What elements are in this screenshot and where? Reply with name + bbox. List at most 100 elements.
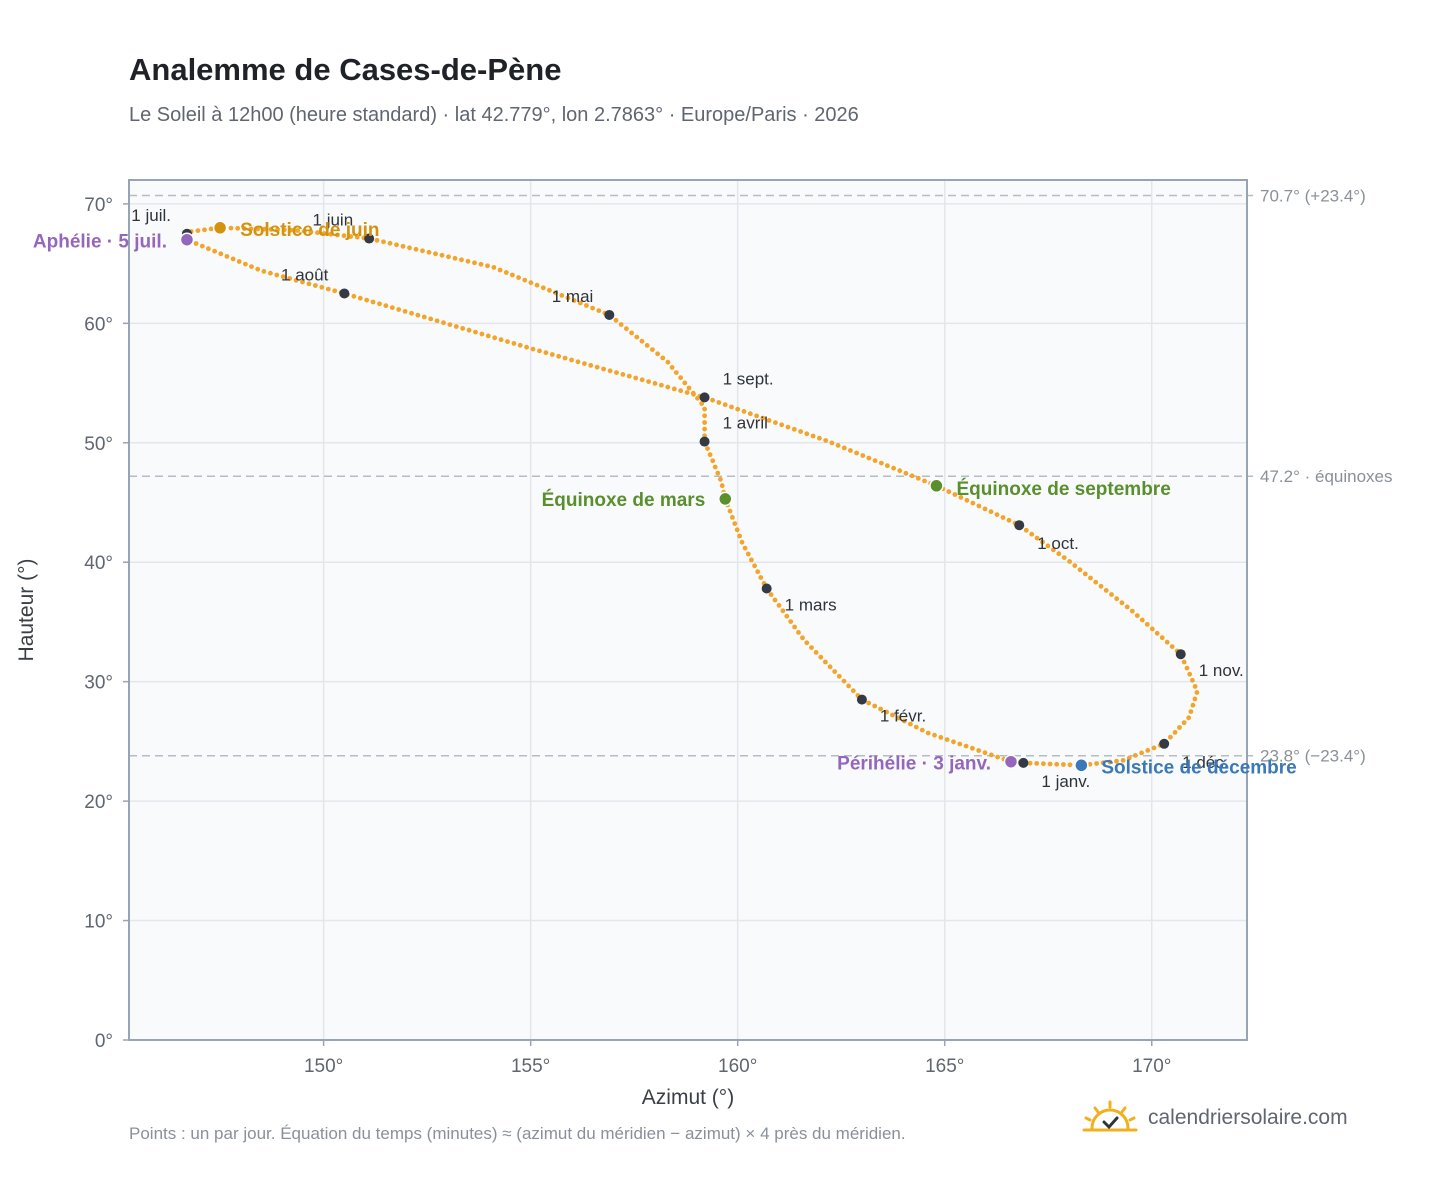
brand[interactable]: calendriersolaire.com [1082, 1100, 1348, 1136]
daily-sun-point [749, 557, 754, 563]
daily-sun-point [810, 433, 816, 439]
x-tick-label: 150° [304, 1056, 343, 1077]
daily-sun-point [913, 724, 919, 730]
daily-sun-point [896, 715, 901, 721]
daily-sun-point [1029, 531, 1035, 537]
event-marker [179, 232, 195, 247]
daily-sun-point [540, 285, 546, 291]
month-markers: 1 janv. 1 févr. 1 mars 1 avril 1 mai 1 juin 1 … [131, 206, 1244, 791]
daily-sun-point [620, 372, 626, 377]
daily-sun-point [230, 256, 236, 262]
daily-sun-point [351, 293, 357, 299]
brand-name: calendriersolaire.com [1148, 1106, 1348, 1129]
daily-sun-point [421, 314, 427, 320]
daily-sun-point [792, 624, 797, 630]
daily-sun-point [715, 470, 721, 476]
daily-sun-point [1103, 588, 1109, 593]
daily-sun-point [321, 231, 327, 236]
daily-sun-point [866, 455, 872, 461]
daily-sun-point [281, 227, 287, 233]
daily-sun-point [569, 357, 574, 363]
month-label: 1 sept. [723, 369, 774, 388]
daily-sun-point [1190, 702, 1196, 708]
daily-sun-point [639, 377, 645, 383]
daily-sun-point [357, 295, 363, 301]
daily-sun-point [1186, 715, 1192, 721]
event-markers: Équinoxe de mars Équinoxe de septembre Sol… [33, 220, 1297, 779]
daily-sun-point [1100, 760, 1106, 766]
daily-sun-point [1169, 644, 1175, 649]
daily-sun-point [829, 440, 835, 446]
daily-sun-point [669, 365, 675, 370]
daily-sun-point [678, 388, 684, 394]
daily-sun-point [671, 386, 677, 392]
month-label: 1 nov. [1199, 661, 1244, 680]
daily-sun-point [1177, 725, 1182, 730]
daily-sun-point [835, 443, 841, 448]
daily-sun-point [946, 489, 952, 495]
daily-sun-point [734, 527, 740, 533]
daily-sun-point [716, 400, 722, 405]
daily-sun-point [332, 288, 338, 294]
daily-sun-point [528, 280, 534, 286]
daily-sun-point [1145, 748, 1151, 753]
daily-sun-point [241, 226, 247, 232]
daily-sun-point [485, 263, 490, 269]
daily-sun-point [439, 252, 445, 258]
daily-sun-point [626, 373, 632, 379]
daily-sun-point [719, 483, 725, 489]
event-label: Équinoxe de septembre [956, 478, 1170, 500]
y-tick-label: 40° [84, 553, 113, 574]
daily-sun-point [727, 508, 733, 514]
daily-sun-point [673, 370, 679, 375]
daily-sun-point [348, 234, 354, 239]
daily-sun-point [255, 266, 261, 272]
daily-sun-point [988, 509, 994, 515]
daily-sun-point [409, 310, 414, 316]
daily-sun-point [575, 359, 581, 365]
daily-sun-point [958, 495, 964, 500]
daily-sun-point [827, 664, 833, 670]
daily-sun-point [788, 619, 794, 624]
daily-sun-point [755, 569, 761, 575]
daily-sun-point [261, 226, 267, 232]
daily-sun-point [1067, 762, 1073, 768]
reference-line-label: 70.7° (+23.4°) [1260, 187, 1366, 206]
daily-sun-point [785, 424, 791, 430]
daily-sun-point [618, 322, 624, 327]
reference-lines: 70.7° (+23.4°) 47.2° · équinoxes 23.8° (−2… [129, 187, 1393, 766]
daily-sun-point [832, 669, 838, 674]
daily-sun-point [752, 563, 757, 569]
daily-sun-point [248, 226, 254, 232]
daily-sun-point [236, 259, 242, 264]
daily-sun-point [374, 237, 380, 243]
event-label: Aphélie · 5 juil. [33, 232, 167, 253]
daily-sun-point [472, 260, 477, 266]
daily-sun-point [730, 515, 735, 520]
daily-sun-point [582, 361, 587, 366]
daily-sun-point [1034, 761, 1040, 766]
daily-sun-point [547, 287, 552, 293]
daily-sun-point [274, 272, 280, 278]
daily-sun-point [485, 333, 491, 339]
daily-sun-point [982, 506, 988, 512]
daily-sun-point [511, 341, 517, 346]
daily-sun-point [710, 397, 715, 403]
daily-sun-point [1109, 592, 1114, 597]
daily-sun-point [699, 401, 705, 406]
daily-sun-point [659, 382, 664, 388]
axis-ticks: 150° 155° 160° 165° 170° 0° 10° 20° 30° 40° 50° 60°… [84, 195, 1171, 1077]
daily-sun-point [1114, 596, 1120, 602]
daily-sun-point [737, 533, 742, 539]
daily-sun-point [796, 630, 801, 635]
y-tick-label: 50° [84, 434, 113, 455]
month-marker [1014, 520, 1025, 531]
daily-sun-point [1067, 559, 1072, 564]
daily-sun-point [909, 473, 915, 479]
daily-sun-point [1188, 709, 1194, 714]
daily-sun-point [970, 745, 975, 751]
daily-sun-point [735, 406, 741, 412]
daily-sun-point [434, 318, 440, 324]
daily-sun-point [1077, 567, 1083, 573]
